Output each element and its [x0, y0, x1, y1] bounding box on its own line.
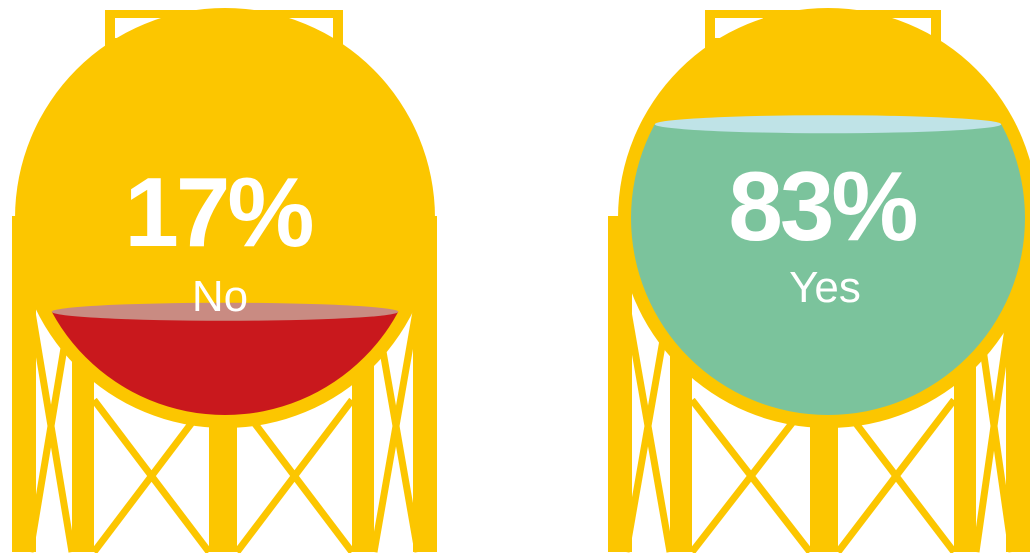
tank-yes-structure	[608, 10, 1030, 552]
tank-no-fill-surface	[51, 302, 399, 321]
tank-yes-percent: 83%	[728, 151, 916, 261]
tank-no: 17% No	[12, 8, 437, 553]
tank-yes: 83% Yes	[608, 8, 1030, 553]
tank-no-label: No	[192, 272, 248, 321]
tank-yes-label: Yes	[789, 263, 861, 312]
tank-no-percent: 17%	[124, 157, 312, 267]
tank-yes-fill-surface	[654, 115, 1002, 134]
